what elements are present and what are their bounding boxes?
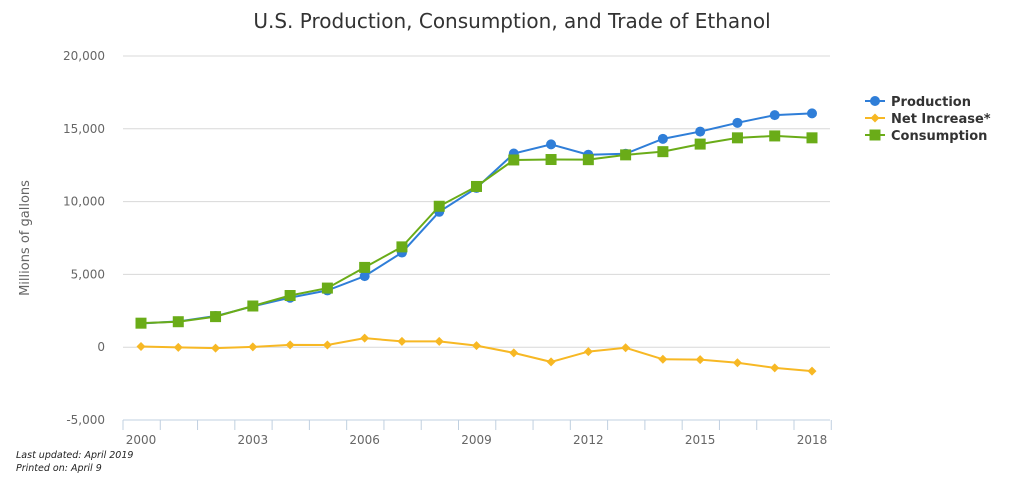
consumption-point (396, 241, 408, 253)
consumption-point (508, 154, 520, 166)
consumption-point (433, 200, 445, 212)
series-net-increase (136, 333, 817, 376)
production-point (769, 110, 780, 121)
net-increase-point (621, 343, 631, 353)
net-increase-point (136, 341, 146, 351)
consumption-point (731, 132, 743, 144)
x-tick-label: 2018 (797, 433, 828, 447)
legend-item-consumption: Consumption (865, 129, 987, 144)
consumption-point (620, 149, 632, 161)
consumption-point (582, 154, 594, 166)
legend-label: Net Increase* (891, 112, 991, 127)
net-increase-point (807, 366, 817, 376)
production-point (807, 108, 817, 119)
y-tick-label: 20,000 (63, 49, 105, 63)
legend-marker-circle (870, 96, 880, 106)
legend-label: Consumption (891, 129, 987, 144)
x-tick-label: 2015 (685, 433, 716, 447)
production-point (359, 271, 370, 282)
consumption-point (694, 138, 706, 150)
x-tick-label: 2006 (349, 433, 380, 447)
legend-label: Production (891, 95, 971, 110)
y-tick-label: 10,000 (63, 195, 105, 209)
consumption-point (321, 282, 333, 294)
legend-item-production: Production (865, 95, 971, 110)
net-increase-point (211, 343, 221, 353)
printed-on-note: Printed on: April 9 (16, 463, 102, 474)
series-consumption (135, 130, 818, 329)
net-increase-point (397, 336, 407, 346)
consumption-point (210, 311, 222, 323)
consumption-point (247, 300, 259, 312)
net-increase-point (695, 355, 705, 365)
production-point (695, 126, 706, 137)
production-point (732, 117, 743, 128)
net-increase-point (509, 348, 519, 358)
legend-item-net-increase: Net Increase* (865, 112, 991, 127)
net-increase-point (583, 347, 593, 357)
y-axis-ticks: -5,000 0 5,000 10,000 15,000 20,000 (63, 49, 105, 427)
y-tick-label: -5,000 (66, 413, 105, 427)
consumption-point (172, 316, 184, 328)
net-increase-point (658, 354, 668, 364)
consumption-point (135, 317, 147, 329)
consumption-point (359, 261, 371, 273)
net-increase-point (322, 340, 332, 350)
series-group (135, 108, 818, 376)
legend-marker-diamond (870, 113, 880, 123)
consumption-point (545, 154, 557, 166)
net-increase-point (770, 363, 780, 373)
legend: Production Net Increase* Consumption (865, 95, 991, 144)
consumption-line (140, 134, 813, 325)
legend-marker-square (869, 129, 881, 141)
net-increase-point (360, 333, 370, 343)
consumption-point (769, 130, 781, 142)
production-point (546, 139, 557, 150)
chart-title: U.S. Production, Consumption, and Trade … (253, 9, 770, 33)
x-tick-label: 2003 (238, 433, 269, 447)
y-tick-label: 15,000 (63, 122, 105, 136)
net-increase-point (173, 342, 183, 352)
x-axis: 2000 2003 2006 2009 2012 2015 2018 (122, 419, 832, 447)
x-tick-label: 2000 (126, 433, 157, 447)
net-increase-point (472, 341, 481, 351)
y-tick-label: 0 (97, 340, 105, 354)
consumption-point (284, 290, 296, 302)
x-tick-label: 2012 (573, 433, 604, 447)
consumption-point (471, 180, 482, 192)
consumption-point (657, 146, 669, 158)
production-line (140, 112, 813, 325)
x-tick-label: 2009 (461, 433, 492, 447)
net-increase-point (248, 342, 258, 352)
net-increase-point (546, 357, 556, 367)
net-increase-point (434, 336, 444, 346)
net-increase-point (732, 358, 742, 368)
production-point (657, 133, 668, 144)
net-increase-point (285, 340, 295, 350)
last-updated-note: Last updated: April 2019 (16, 450, 134, 461)
y-axis-title: Millions of gallons (18, 180, 33, 296)
y-tick-label: 5,000 (71, 267, 105, 281)
consumption-point (806, 132, 818, 144)
grid-lines (123, 55, 830, 421)
